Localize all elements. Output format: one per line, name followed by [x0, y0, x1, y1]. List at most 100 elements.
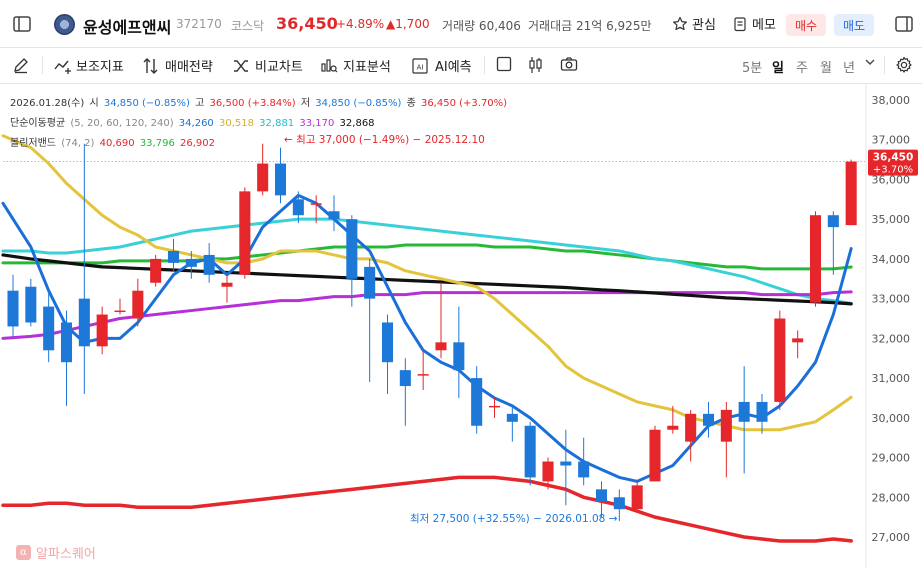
ai-chip-icon: AI	[412, 57, 428, 74]
stock-code: 372170	[176, 17, 222, 31]
candle-body	[667, 425, 679, 430]
candle-body	[845, 161, 857, 226]
candle-body	[328, 211, 340, 220]
square-icon	[496, 56, 512, 72]
memo-icon	[734, 16, 746, 31]
candle-body	[203, 254, 215, 275]
candle-body	[542, 461, 554, 482]
period-month[interactable]: 월	[820, 61, 832, 76]
low-annotation: 최저 27,500 (+32.55%) − 2026.01.08 →	[410, 513, 618, 525]
screenshot-button[interactable]	[560, 56, 578, 72]
chevron-down-icon	[865, 59, 875, 65]
ma60-value: 32,881	[259, 118, 295, 129]
ma-params: (5, 20, 60, 120, 240)	[70, 118, 174, 129]
candle-body	[685, 413, 697, 442]
candle-body	[738, 401, 750, 422]
indicator-button[interactable]: 보조지표	[53, 56, 124, 75]
candle-body	[560, 461, 572, 466]
high-value: 36,500 (+3.84%)	[209, 98, 296, 109]
bb-params: (74, 2)	[61, 138, 95, 149]
buy-button[interactable]: 매수	[786, 14, 826, 36]
side-panel-icon[interactable]	[894, 14, 914, 34]
favorite-button[interactable]: 관심	[672, 14, 716, 33]
ma-legend[interactable]: 단순이동평균 (5, 20, 60, 120, 240) 34,260 30,5…	[10, 114, 377, 129]
candle-body	[595, 489, 608, 502]
square-toggle[interactable]	[496, 56, 512, 72]
indicator-icon	[54, 60, 71, 74]
y-tick-label: 33,000	[872, 293, 911, 306]
analysis-button[interactable]: 지표분석	[320, 56, 391, 75]
candle-body	[827, 215, 839, 228]
candle-body	[132, 290, 144, 319]
stock-name[interactable]: 윤성에프앤씨	[83, 18, 172, 37]
candle-body	[25, 286, 37, 323]
candle-body	[720, 409, 732, 442]
candle-body	[150, 258, 162, 283]
price-tag-change: +3.70%	[873, 165, 913, 176]
period-dropdown[interactable]	[864, 56, 876, 68]
ohlc-legend: 2026.01.28(수) 시 34,850 (−0.85%) 고 36,500…	[10, 94, 509, 109]
memo-label: 메모	[752, 18, 776, 33]
strategy-icon	[143, 57, 158, 74]
sidebar-toggle-icon[interactable]	[12, 14, 32, 34]
candle-body	[417, 374, 429, 376]
period-5min[interactable]: 5분	[742, 61, 763, 76]
camera-icon	[560, 57, 578, 71]
bb-lower-value: 26,902	[180, 138, 215, 149]
y-tick-label: 34,000	[872, 253, 911, 266]
candle-body	[381, 322, 394, 363]
candle-body	[453, 342, 465, 371]
low-value: 34,850 (−0.85%)	[315, 98, 402, 109]
strategy-label: 매매전략	[165, 60, 213, 75]
sell-button[interactable]: 매도	[834, 14, 874, 36]
alpha-logo-icon: α	[16, 545, 31, 560]
high-label: 고	[195, 98, 205, 109]
candle-body	[221, 282, 233, 287]
candle-body	[185, 258, 197, 267]
ai-predict-button[interactable]: AI AI예측	[410, 56, 472, 75]
y-tick-label: 30,000	[872, 412, 911, 425]
legend-date: 2026.01.28(수)	[10, 98, 85, 109]
draw-tool-button[interactable]	[12, 56, 30, 74]
candle-body	[364, 266, 376, 299]
candle-body	[257, 163, 269, 192]
y-tick-label: 36,000	[872, 173, 911, 186]
ma20-value: 30,518	[218, 118, 254, 129]
period-year[interactable]: 년	[843, 61, 855, 76]
svg-text:AI: AI	[417, 63, 424, 71]
candle-body	[631, 485, 643, 510]
bb-legend[interactable]: 볼린저밴드 (74, 2) 40,690 33,796 26,902	[10, 134, 217, 149]
candle-body	[239, 191, 251, 275]
open-label: 시	[89, 98, 99, 109]
compare-label: 비교차트	[255, 60, 303, 75]
indicator-label: 보조지표	[76, 60, 124, 75]
favorite-label: 관심	[692, 18, 716, 33]
analysis-icon	[321, 58, 338, 72]
candle-body	[43, 306, 55, 351]
settings-button[interactable]	[895, 56, 913, 74]
strategy-button[interactable]: 매매전략	[142, 56, 213, 75]
volume-text: 거래량 60,406	[442, 19, 521, 33]
ai-predict-label: AI예측	[435, 60, 472, 75]
brand-watermark: α 알파스퀘어	[16, 543, 96, 562]
compare-button[interactable]: 비교차트	[232, 56, 303, 75]
candle-body	[114, 310, 126, 313]
candle-body	[7, 290, 19, 327]
y-tick-label: 31,000	[872, 372, 911, 385]
trade-amount-text: 거래대금 21억 6,925만	[528, 19, 652, 33]
change-percent: +4.89%	[336, 17, 385, 31]
pencil-icon	[14, 58, 28, 74]
period-week[interactable]: 주	[796, 61, 808, 76]
memo-button[interactable]: 메모	[732, 14, 776, 33]
company-logo	[54, 14, 75, 35]
candle-type-button[interactable]	[528, 56, 544, 74]
candle-body	[756, 401, 768, 422]
y-tick-label: 28,000	[872, 491, 911, 504]
y-tick-label: 32,000	[872, 332, 911, 345]
period-day[interactable]: 일	[772, 61, 784, 76]
change-amount: ▲1,700	[386, 17, 430, 31]
chart-toolbar	[0, 48, 922, 84]
ma240-value: 32,868	[339, 118, 375, 129]
